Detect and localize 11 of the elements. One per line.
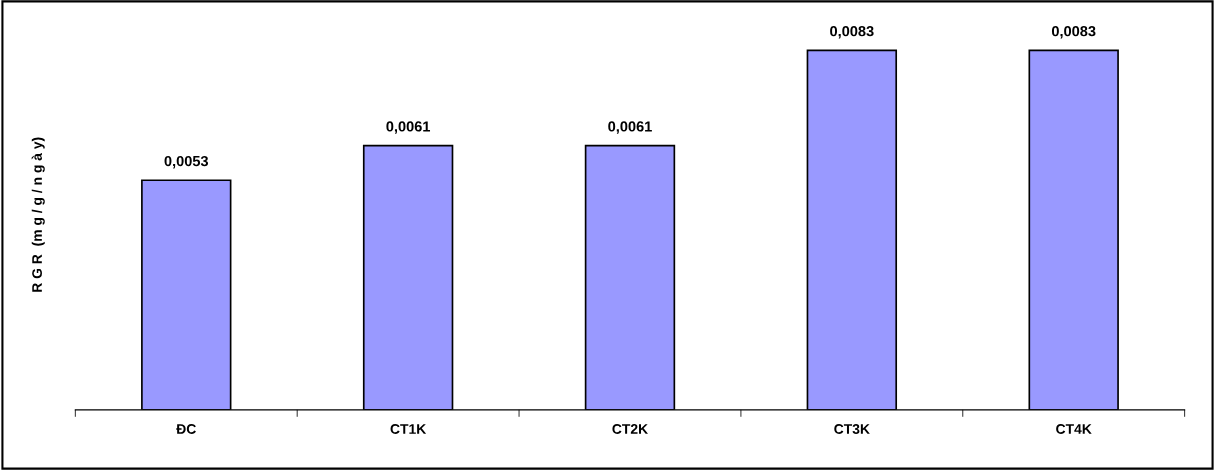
data-label: 0,0053 [164, 155, 209, 169]
y-axis-title: R G R (m g / g / n g à y) [31, 137, 45, 292]
data-label: 0,0061 [608, 121, 652, 134]
x-tick-label: CT4K [1056, 424, 1092, 434]
x-tick-label: CT2K [612, 424, 648, 434]
x-tick-label: CT1K [390, 424, 427, 434]
data-label: 0,0061 [386, 121, 431, 134]
data-label: 0,0083 [830, 25, 874, 39]
x-tick-label: ĐC [176, 424, 196, 434]
x-tick-label: CT3K [834, 424, 870, 434]
data-label: 0,0083 [1051, 25, 1096, 39]
